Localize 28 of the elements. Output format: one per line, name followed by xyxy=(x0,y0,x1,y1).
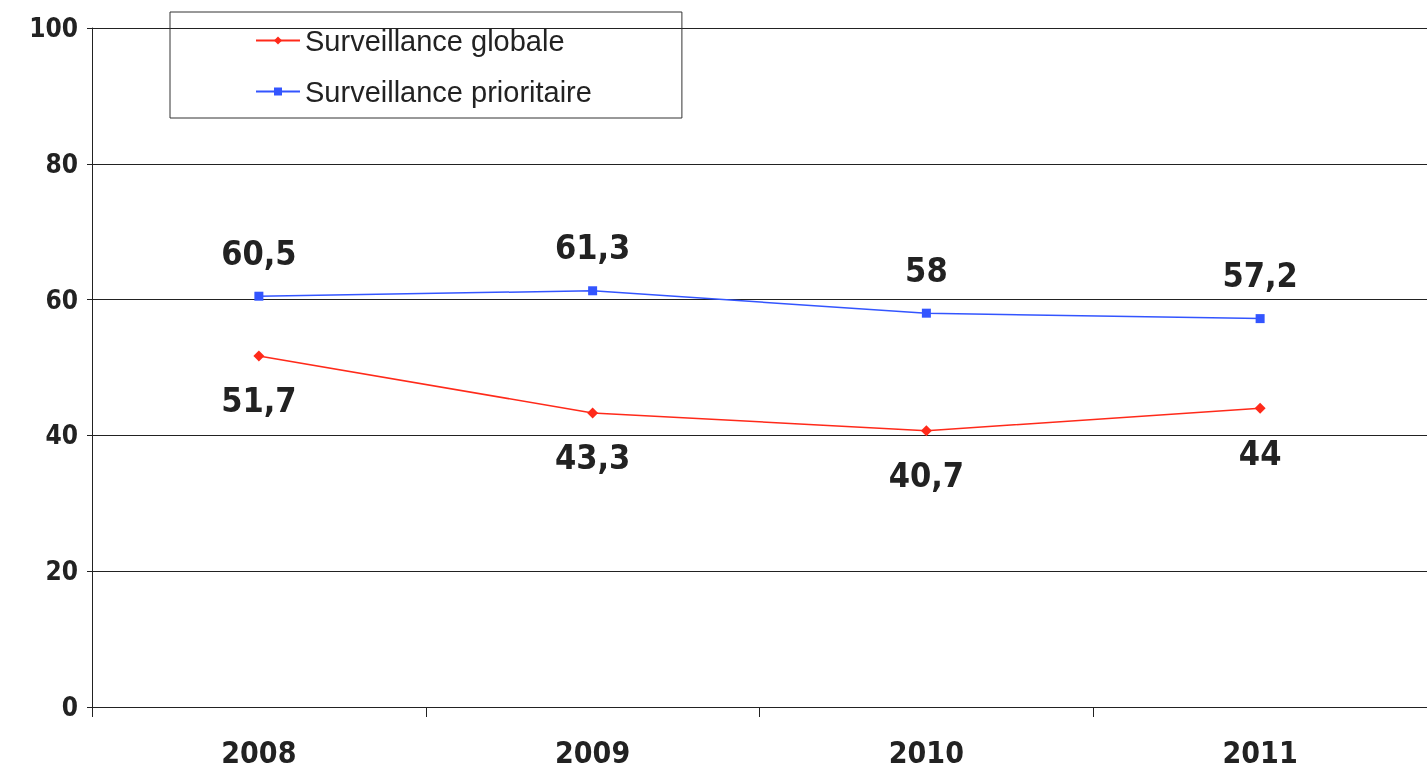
y-tick-label: 0 xyxy=(61,692,78,722)
point xyxy=(920,425,932,437)
x-tick-label: 2008 xyxy=(221,734,297,770)
point xyxy=(1255,314,1265,324)
legend-label: Surveillance globale xyxy=(305,24,565,57)
point xyxy=(921,308,931,318)
y-tick-label: 20 xyxy=(45,556,78,587)
point xyxy=(253,350,265,362)
point xyxy=(587,407,599,419)
data-label: 51,7 xyxy=(221,380,297,421)
data-label: 60,5 xyxy=(221,232,297,273)
y-tick-label: 40 xyxy=(45,420,78,451)
x-tick-label: 2011 xyxy=(1222,734,1298,770)
point xyxy=(254,291,264,301)
data-label: 40,7 xyxy=(888,455,965,496)
point xyxy=(1254,402,1266,414)
x-tick-label: 2009 xyxy=(555,734,631,770)
y-tick-label: 60 xyxy=(45,284,78,315)
y-tick-label: 100 xyxy=(29,13,78,43)
legend-label: Surveillance prioritaire xyxy=(305,75,592,108)
y-tick-label: 80 xyxy=(45,148,78,179)
data-label: 43,3 xyxy=(554,437,631,478)
x-tick-label: 2010 xyxy=(888,734,964,770)
data-label: 57,2 xyxy=(1222,255,1298,296)
data-label: 61,3 xyxy=(554,227,631,268)
point xyxy=(588,286,598,296)
data-label: 58 xyxy=(905,249,948,290)
data-label: 44 xyxy=(1238,432,1282,473)
